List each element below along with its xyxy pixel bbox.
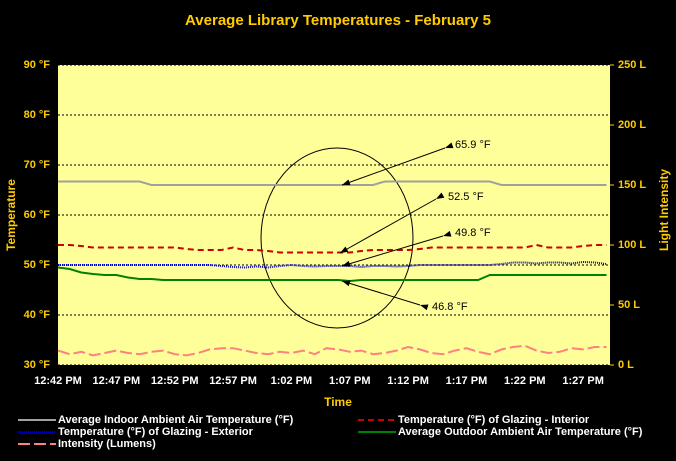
y-tick-label: 30 °F [24, 359, 51, 371]
annotation: 49.8 °F [455, 227, 491, 239]
series-line [58, 243, 607, 254]
x-tick-label: 1:17 PM [446, 375, 488, 387]
x-tick-label: 12:52 PM [151, 375, 199, 387]
y-tick-label: 40 °F [24, 309, 51, 321]
x-tick-label: 1:02 PM [271, 375, 313, 387]
x-tick-label: 1:07 PM [329, 375, 371, 387]
series-line [58, 260, 607, 269]
annotation: 52.5 °F [448, 191, 484, 203]
y2-tick-label: 200 L [618, 119, 646, 131]
chart-title: Average Library Temperatures - February … [185, 12, 491, 29]
legend-label: Average Outdoor Ambient Air Temperature … [398, 426, 643, 438]
y2-tick-label: 250 L [618, 59, 646, 71]
y-axis-title: Temperature [4, 179, 18, 251]
y-tick-label: 50 °F [24, 259, 51, 271]
x-tick-label: 12:47 PM [92, 375, 140, 387]
annotation: 65.9 °F [455, 139, 491, 151]
y2-tick-label: 100 L [618, 239, 646, 251]
x-tick-label: 12:57 PM [209, 375, 257, 387]
legend-label: Intensity (Lumens) [58, 438, 156, 450]
y-tick-label: 90 °F [24, 59, 51, 71]
x-axis-title: Time [324, 395, 352, 409]
y-tick-label: 60 °F [24, 209, 51, 221]
y2-tick-label: 0 L [618, 359, 634, 371]
annotation: 46.8 °F [432, 301, 468, 313]
y-tick-label: 70 °F [24, 159, 51, 171]
y2-tick-label: 150 L [618, 179, 646, 191]
legend-label: Average Indoor Ambient Air Temperature (… [58, 414, 294, 426]
series-line [57, 344, 607, 357]
x-tick-label: 12:42 PM [34, 375, 82, 387]
x-tick-label: 1:22 PM [504, 375, 546, 387]
series-line [57, 266, 607, 283]
x-tick-label: 1:12 PM [387, 375, 429, 387]
legend-label: Temperature (°F) of Glazing - Exterior [58, 426, 254, 438]
series-line [58, 180, 607, 186]
annotation-arrow [341, 230, 452, 267]
annotation-arrow [341, 280, 429, 311]
y2-tick-label: 50 L [618, 299, 640, 311]
legend-label: Temperature (°F) of Glazing - Interior [398, 414, 590, 426]
y2-axis-title: Light Intensity [657, 169, 671, 251]
y-tick-label: 80 °F [24, 109, 51, 121]
x-tick-label: 1:27 PM [562, 375, 604, 387]
annotation-arrow [341, 142, 454, 186]
